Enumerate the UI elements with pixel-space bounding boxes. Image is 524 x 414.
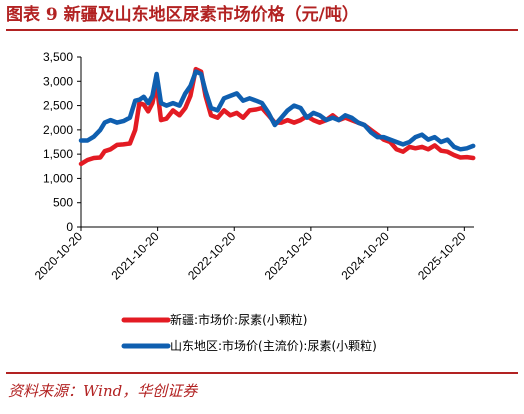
x-tick-label: 2021-10-20 [108,229,162,283]
series-line-shandong [78,69,476,152]
y-tick-label: 2,000 [43,123,73,137]
y-tick-label: 3,000 [43,74,73,88]
chart-title: 图表 9 新疆及山东地区尿素市场价格（元/吨） [6,5,359,25]
series-line-xinjiang [78,66,476,167]
x-axis: 2020-10-20 2021-10-20 2022-10-20 2023-10-20… [32,226,474,283]
y-tick-label: 500 [53,196,73,210]
line-chart: 0 500 1,000 1,500 2,000 2,500 3,000 3,500 2020-… [32,50,476,353]
legend-label: 新疆:市场价:尿素(小颗粒) [170,312,307,327]
footer-divider [6,372,518,374]
legend: 新疆:市场价:尿素(小颗粒) 山东地区:市场价(主流价):尿素(小颗粒) [121,312,377,353]
y-tick-label: 1,500 [43,147,73,161]
x-tick-label: 2023-10-20 [262,229,316,283]
x-tick-label: 2022-10-20 [185,229,239,283]
series-layer [78,66,476,167]
x-tick-label: 2025-10-20 [415,229,469,283]
x-tick-label: 2024-10-20 [339,229,393,283]
x-tick-label: 2020-10-20 [32,229,86,283]
y-tick-label: 2,500 [43,99,73,113]
y-axis: 0 500 1,000 1,500 2,000 2,500 3,000 3,500 [43,50,82,234]
title-divider [6,29,518,31]
y-tick-label: 0 [66,220,73,234]
source-note: 资料来源：Wind，华创证券 [8,382,198,400]
y-tick-label: 1,000 [43,171,73,185]
legend-label: 山东地区:市场价(主流价):尿素(小颗粒) [170,338,377,353]
y-tick-label: 3,500 [43,50,73,64]
